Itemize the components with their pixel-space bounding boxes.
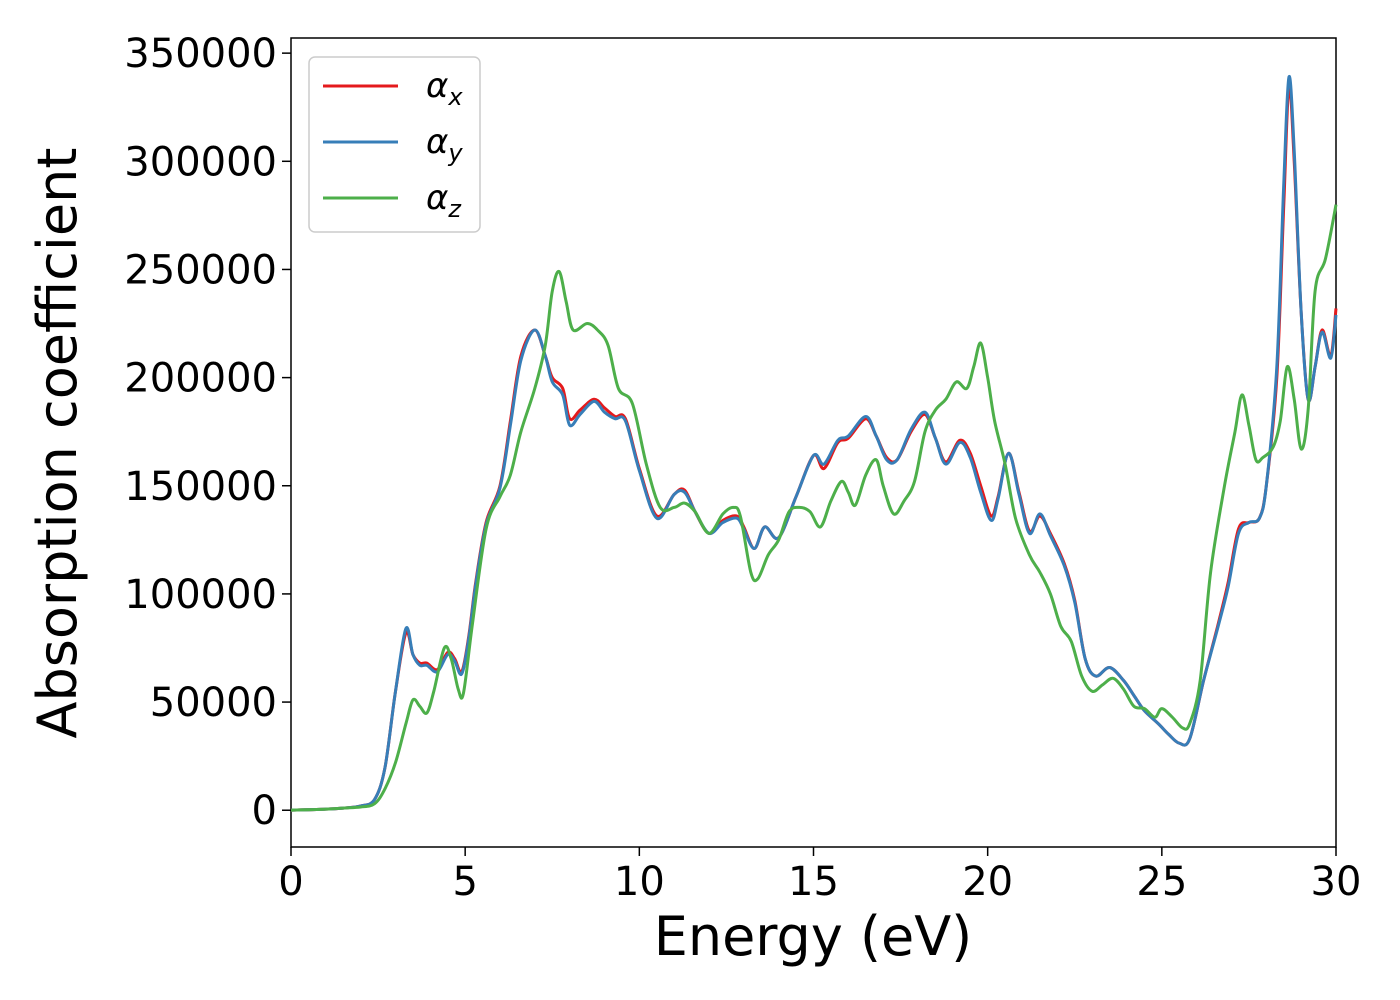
y-tick-label: 350000 xyxy=(124,31,277,77)
x-tick-label: 25 xyxy=(1136,859,1187,905)
series-layer xyxy=(290,75,1338,812)
x-axis-label: Energy (eV) xyxy=(654,905,973,968)
y-tick-label: 50000 xyxy=(150,680,277,726)
x-tick-label: 10 xyxy=(614,859,665,905)
y-tick-label: 300000 xyxy=(124,139,277,185)
y-tick-label: 250000 xyxy=(124,247,277,293)
legend-box xyxy=(308,56,481,233)
y-tick-label: 150000 xyxy=(124,464,277,510)
x-tick-label: 20 xyxy=(962,859,1013,905)
y-tick-label: 200000 xyxy=(124,356,277,402)
x-tick-label: 30 xyxy=(1311,859,1362,905)
x-tick-label: 0 xyxy=(278,859,303,905)
y-tick-label: 100000 xyxy=(124,572,277,618)
y-axis-ticks: 0 50000 100000 150000 200000 250000 300000 3500… xyxy=(124,31,291,834)
series-line-z xyxy=(290,204,1338,812)
x-tick-label: 15 xyxy=(788,859,839,905)
y-tick-label: 0 xyxy=(252,788,277,834)
series-line-y xyxy=(290,75,1338,812)
x-tick-label: 5 xyxy=(452,859,477,905)
y-axis-label: Absorption coefficient xyxy=(26,148,89,739)
x-axis-ticks: 0 5 10 15 20 25 30 xyxy=(278,847,1361,905)
